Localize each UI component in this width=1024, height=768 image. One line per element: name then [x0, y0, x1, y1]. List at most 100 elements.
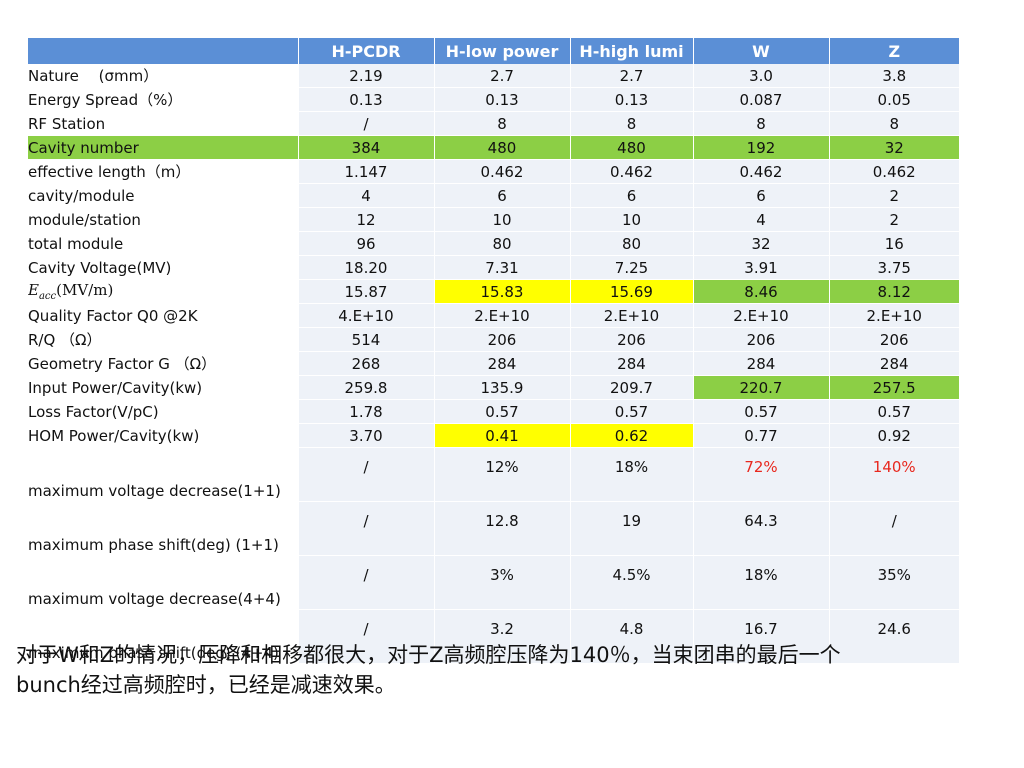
table-cell: 6: [693, 183, 830, 208]
column-header-corner: [28, 38, 299, 64]
table-cell: 18%: [693, 555, 830, 610]
table-row: effective length（m） 1.147 0.462 0.462 0.462 0…: [28, 159, 959, 184]
table-cell: 2.E+10: [829, 303, 959, 328]
table-row: maximum phase shift(deg) (4+4)/3.2 4.8 16.…: [28, 609, 959, 664]
symbol-subscript: acc: [38, 291, 57, 302]
row-label: cavity/module: [28, 183, 299, 208]
table-cell: 0.13: [298, 87, 435, 112]
row-label: maximum phase shift(deg) (4+4): [28, 609, 299, 664]
table-row: Loss Factor(V/pC) 1.78 0.57 0.57 0.57 0.57: [28, 399, 959, 424]
table-cell: 4: [693, 207, 830, 232]
table-cell: 3.70: [298, 423, 435, 448]
table-cell: 2: [829, 207, 959, 232]
table-cell: 8: [829, 111, 959, 136]
row-label: Loss Factor(V/pC): [28, 399, 299, 424]
table-row: maximum phase shift(deg) (1+1) / 12.8 19 64.…: [28, 501, 959, 556]
table-cell: 0.41: [434, 423, 571, 448]
table-cell: 4.E+10: [298, 303, 435, 328]
table-cell: 2.E+10: [434, 303, 571, 328]
table-cell: 4.8: [570, 609, 694, 664]
table-cell: 12: [298, 207, 435, 232]
table-cell: 64.3: [693, 501, 830, 556]
row-label: module/station: [28, 207, 299, 232]
table-cell: 284: [570, 351, 694, 376]
table-row: cavity/module 4 6 6 6 2: [28, 183, 959, 208]
table-cell: 12%: [434, 447, 571, 502]
table-cell: 257.5: [829, 375, 959, 400]
table-cell: 3.8: [829, 64, 959, 88]
table-cell: 8: [693, 111, 830, 136]
table-cell: /: [829, 501, 959, 556]
table-cell: 10: [570, 207, 694, 232]
table-cell: 2.19: [298, 64, 435, 88]
table-cell: 0.57: [829, 399, 959, 424]
table-cell: 2.E+10: [570, 303, 694, 328]
table-cell: 0.13: [570, 87, 694, 112]
note-line: 对于W和Z的情况，压降和相移都很大，对于Z高频腔压降为140％，当束团串的最后一…: [16, 643, 841, 667]
table-row: total module 96 80 80 32 16: [28, 231, 959, 256]
row-label: R/Q （Ω）: [28, 327, 299, 352]
table-cell: 209.7: [570, 375, 694, 400]
table-cell: 35%: [829, 555, 959, 610]
table-cell: 0.62: [570, 423, 694, 448]
table-cell: 4.5%: [570, 555, 694, 610]
table-cell: 1.78: [298, 399, 435, 424]
table-cell: 192: [693, 135, 830, 160]
table-cell: 6: [570, 183, 694, 208]
table-row: maximum voltage decrease(4+4)/3% 4.5% 18% 3…: [28, 555, 959, 610]
table-cell: /: [298, 609, 435, 664]
table-row: module/station 12 10 10 4 2: [28, 207, 959, 232]
table-cell: 16: [829, 231, 959, 256]
table-cell: 96: [298, 231, 435, 256]
table-cell: 19: [570, 501, 694, 556]
table-cell: 3.2: [434, 609, 571, 664]
table-row: Energy Spread（%） 0.13 0.13 0.13 0.087 0.05: [28, 87, 959, 112]
table-cell: 4: [298, 183, 435, 208]
row-label: maximum phase shift(deg) (1+1): [28, 501, 299, 556]
table-cell: 18.20: [298, 255, 435, 280]
table-cell: 206: [570, 327, 694, 352]
table-cell: 268: [298, 351, 435, 376]
row-label: Quality Factor Q0 @2K: [28, 303, 299, 328]
table-cell: /: [298, 111, 435, 136]
table-row: Eacc(MV/m) 15.87 15.83 15.69 8.46 8.12: [28, 279, 959, 304]
table-cell: 16.7: [693, 609, 830, 664]
table-cell: 3.75: [829, 255, 959, 280]
table-cell: 12.8: [434, 501, 571, 556]
table-cell: 140%: [829, 447, 959, 502]
table-cell: 3%: [434, 555, 571, 610]
table-cell: 72%: [693, 447, 830, 502]
table-cell: 10: [434, 207, 571, 232]
note-text: 对于W和Z的情况，压降和相移都很大，对于Z高频腔压降为140％，当束团串的最后一…: [16, 640, 1016, 700]
table-cell: 480: [434, 135, 571, 160]
table-cell: 0.92: [829, 423, 959, 448]
table-cell: 32: [829, 135, 959, 160]
row-label: RF Station: [28, 111, 299, 136]
row-label: Energy Spread（%）: [28, 87, 299, 112]
row-label: Geometry Factor G （Ω）: [28, 351, 299, 376]
table-cell: 206: [693, 327, 830, 352]
table-cell: 220.7: [693, 375, 830, 400]
table-cell: 0.462: [829, 159, 959, 184]
column-header-z: Z: [829, 38, 959, 64]
table-cell: 0.13: [434, 87, 571, 112]
column-header-h-pcdr: H-PCDR: [298, 38, 435, 64]
table-cell: 0.462: [570, 159, 694, 184]
table-row: Quality Factor Q0 @2K 4.E+10 2.E+10 2.E+10 2…: [28, 303, 959, 328]
table-cell: 80: [434, 231, 571, 256]
row-label: maximum voltage decrease(4+4): [28, 555, 299, 610]
table-cell: 2.7: [570, 64, 694, 88]
table-row: R/Q （Ω） 514 206 206 206 206: [28, 327, 959, 352]
table-cell: 7.31: [434, 255, 571, 280]
row-label: Nature (σmm）: [28, 64, 299, 88]
table-cell: 514: [298, 327, 435, 352]
table-row: Geometry Factor G （Ω） 268 284 284 284 284: [28, 351, 959, 376]
table-cell: /: [298, 555, 435, 610]
table-row: RF Station/8 8 8 8: [28, 111, 959, 136]
table-cell: 32: [693, 231, 830, 256]
table-cell: 6: [434, 183, 571, 208]
column-header-h-low-power: H-low power: [434, 38, 571, 64]
table-cell: 18%: [570, 447, 694, 502]
eacc-symbol: Eacc: [28, 281, 57, 302]
table-cell: 0.05: [829, 87, 959, 112]
